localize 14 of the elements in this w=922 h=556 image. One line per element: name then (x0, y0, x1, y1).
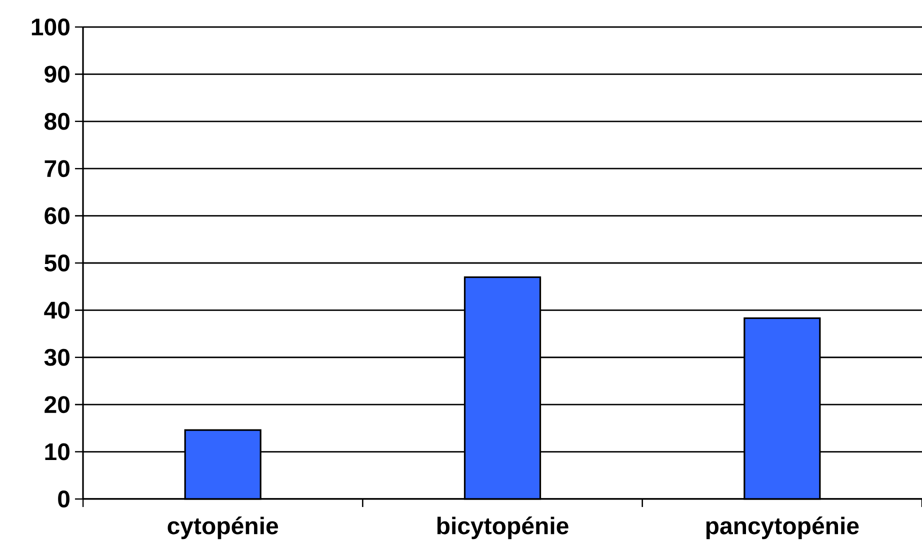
y-tick-label: 70 (44, 160, 70, 178)
y-tick-label: 10 (45, 443, 70, 460)
y-tick-label: 30 (44, 348, 70, 366)
y-tick-label: 50 (44, 254, 70, 272)
y-tick-label: 60 (44, 207, 70, 224)
y-tick-label: 90 (44, 66, 70, 83)
x-tick-label: pancytopénie (706, 516, 859, 540)
x-tick-label: cytopénie (168, 516, 278, 540)
y-tick-label: 20 (44, 396, 70, 414)
y-tick-label: 0 (58, 490, 70, 508)
y-tick-label: 80 (44, 112, 70, 130)
x-tick-label: bicytopénie (437, 516, 568, 540)
y-tick-label: 100 (32, 18, 70, 36)
y-tick-label: 40 (44, 302, 70, 319)
